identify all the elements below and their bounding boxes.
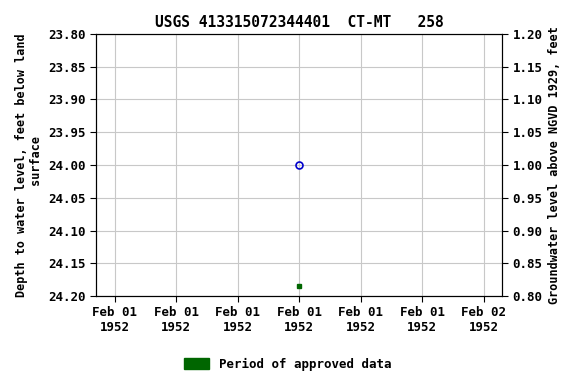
Title: USGS 413315072344401  CT-MT   258: USGS 413315072344401 CT-MT 258 (155, 15, 444, 30)
Legend: Period of approved data: Period of approved data (179, 353, 397, 376)
Y-axis label: Depth to water level, feet below land
 surface: Depth to water level, feet below land su… (15, 33, 43, 297)
Y-axis label: Groundwater level above NGVD 1929, feet: Groundwater level above NGVD 1929, feet (548, 26, 561, 304)
